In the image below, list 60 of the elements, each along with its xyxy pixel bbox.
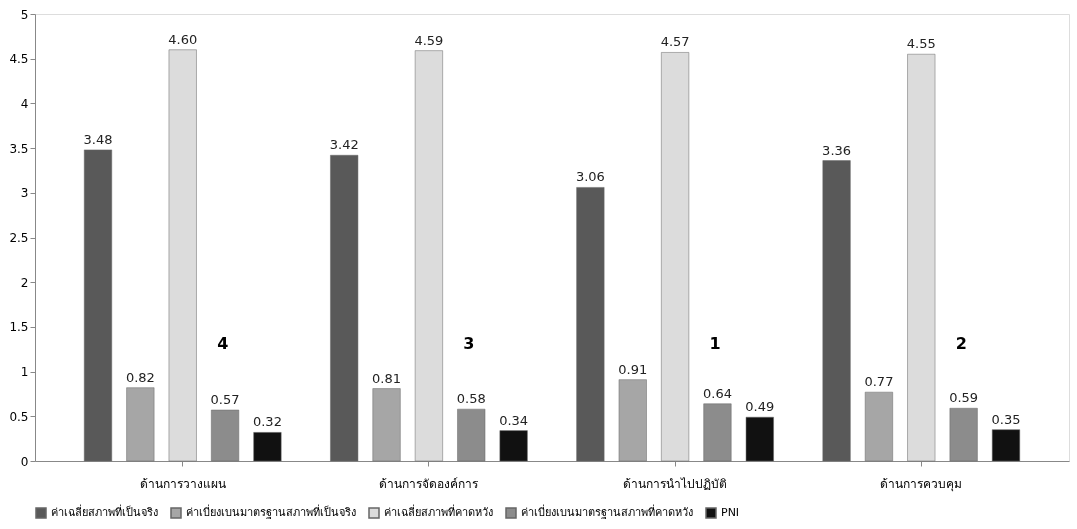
bar — [822, 160, 851, 462]
legend-label: ค่าเบี่ยงเบนมาตรฐานสภาพที่เป็นจริง — [186, 504, 356, 519]
data-label: 0.82 — [125, 369, 155, 385]
bar — [907, 53, 936, 462]
y-tick-label: 1 — [20, 365, 29, 380]
y-tick-label: 2 — [20, 275, 29, 290]
x-tick-label: ด้านการจัดองค์การ — [379, 476, 480, 491]
bar — [991, 429, 1021, 462]
annotation: 2 — [955, 334, 967, 353]
bar — [330, 155, 359, 462]
data-label: 0.34 — [499, 412, 529, 428]
data-label: 0.58 — [456, 391, 486, 407]
data-label: 3.36 — [822, 142, 852, 158]
annotation: 4 — [217, 334, 229, 353]
bar — [618, 379, 647, 462]
legend-label: ค่าเฉลี่ยสภาพที่คาดหวัง — [384, 504, 493, 519]
data-label: 3.42 — [329, 137, 359, 153]
y-tick-label: 1.5 — [9, 320, 29, 335]
data-label: 0.91 — [618, 361, 648, 377]
bar — [499, 430, 528, 462]
data-label: 3.06 — [575, 169, 605, 185]
bar — [126, 387, 155, 462]
legend-label: ค่าเฉลี่ยสภาพที่เป็นจริง — [51, 504, 158, 519]
y-tick-label: 3.5 — [9, 141, 29, 156]
data-label: 4.57 — [660, 34, 690, 50]
bar — [253, 432, 282, 462]
y-tick-label: 0.5 — [9, 409, 29, 424]
y-tick-label: 4.5 — [9, 52, 29, 67]
bar — [661, 52, 690, 462]
bar — [745, 416, 774, 462]
data-label: 4.60 — [168, 31, 198, 47]
data-label: 0.81 — [372, 370, 402, 386]
y-tick-label: 5 — [20, 7, 29, 22]
bar — [168, 49, 197, 462]
legend-label: PNI — [721, 506, 740, 519]
data-label: 0.57 — [210, 392, 240, 408]
y-tick-label: 4 — [20, 96, 29, 111]
data-label: 3.48 — [83, 131, 113, 147]
legend-label: ค่าเบี่ยงเบนมาตรฐานสภาพที่คาดหวัง — [521, 504, 693, 519]
bar — [83, 149, 113, 462]
data-label: 4.59 — [414, 32, 444, 48]
bar — [372, 388, 401, 462]
annotation: 1 — [709, 334, 721, 353]
data-label: 0.35 — [991, 411, 1021, 427]
data-label: 0.49 — [745, 399, 775, 415]
data-label: 0.77 — [864, 374, 894, 390]
annotation: 3 — [463, 334, 475, 353]
data-label: 0.32 — [252, 414, 282, 430]
data-label: 0.59 — [949, 390, 979, 406]
y-tick-label: 3 — [20, 186, 29, 201]
data-label: 0.64 — [702, 385, 732, 401]
x-tick-label: ด้านการควบคุม — [880, 476, 963, 492]
x-tick-label: ด้านการวางแผน — [139, 476, 226, 491]
bar — [414, 50, 443, 462]
y-tick-label: 0 — [20, 454, 29, 469]
data-label: 4.55 — [906, 36, 936, 52]
bar — [576, 187, 605, 462]
y-tick-label: 2.5 — [9, 231, 29, 245]
bar — [864, 391, 893, 462]
x-tick-label: ด้านการนำไปปฏิบัติ — [623, 476, 728, 491]
